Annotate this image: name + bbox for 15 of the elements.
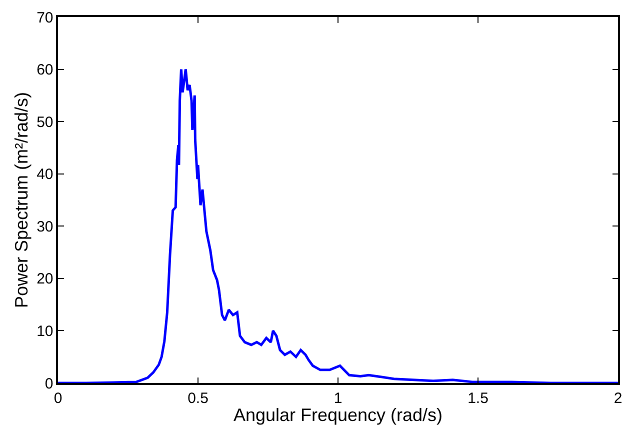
x-tick-label: 1.5	[468, 390, 488, 407]
y-tick-label: 20	[36, 270, 54, 288]
x-tick-label: 2	[614, 390, 622, 407]
x-axis-title: Angular Frequency (rad/s)	[233, 405, 443, 425]
x-tick-label: 0.5	[188, 390, 208, 407]
y-tick-label: 70	[36, 9, 54, 26]
line-series	[58, 68, 618, 383]
y-tick-label: 30	[36, 218, 54, 236]
x-tick-label: 1	[334, 390, 342, 407]
y-tick-label: 40	[36, 166, 54, 184]
y-tick-label: 10	[36, 322, 54, 340]
y-axis-title: Power Spectrum (m²/rad/s)	[11, 92, 32, 308]
y-tick-label: 60	[36, 62, 54, 79]
y-tick-label: 0	[44, 375, 54, 392]
y-tick-label: 50	[36, 114, 54, 131]
